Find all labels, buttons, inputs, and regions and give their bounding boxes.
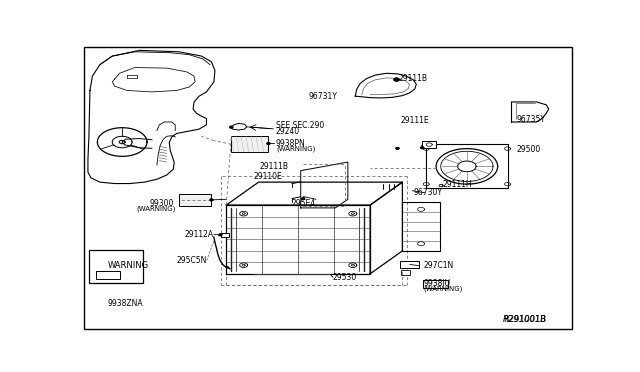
Text: 29112A: 29112A <box>185 230 214 239</box>
Text: 29240: 29240 <box>276 126 300 136</box>
Text: 9938PN: 9938PN <box>276 139 306 148</box>
Text: 297C1N: 297C1N <box>423 261 454 270</box>
Text: 9938ZNA: 9938ZNA <box>108 298 143 308</box>
Polygon shape <box>301 198 305 200</box>
Text: (WARNING): (WARNING) <box>276 146 316 153</box>
Polygon shape <box>210 199 213 201</box>
Polygon shape <box>230 126 233 128</box>
Text: (WARNING): (WARNING) <box>136 205 176 212</box>
Text: (WARNING): (WARNING) <box>423 286 463 292</box>
Text: 96735Y: 96735Y <box>516 115 545 124</box>
Text: 29111B: 29111B <box>259 161 288 171</box>
Text: 96730Y: 96730Y <box>414 188 443 197</box>
Bar <box>221 233 229 237</box>
Text: 29530: 29530 <box>333 273 357 282</box>
Text: 29111H: 29111H <box>442 180 472 189</box>
Text: 29111B: 29111B <box>399 74 428 83</box>
Bar <box>89 250 143 283</box>
Polygon shape <box>396 147 399 149</box>
Polygon shape <box>394 78 399 81</box>
Bar <box>423 279 448 288</box>
Bar <box>96 271 120 279</box>
Text: WARNING: WARNING <box>108 261 148 270</box>
Text: 96731Y: 96731Y <box>308 92 337 101</box>
Polygon shape <box>267 142 270 144</box>
Bar <box>422 141 436 148</box>
Text: 9938IU: 9938IU <box>423 279 451 288</box>
Text: 99300: 99300 <box>150 199 174 208</box>
Bar <box>179 193 211 206</box>
Text: R291001B: R291001B <box>502 315 547 324</box>
Bar <box>401 270 410 275</box>
Text: R291001B: R291001B <box>503 315 547 324</box>
Text: 29110E: 29110E <box>253 172 282 181</box>
Text: SEE SEC.290: SEE SEC.290 <box>276 121 324 130</box>
Bar <box>400 261 419 268</box>
Text: 295C5N: 295C5N <box>176 256 207 265</box>
Polygon shape <box>219 234 222 236</box>
Text: 29500: 29500 <box>516 145 541 154</box>
Text: 295E4: 295E4 <box>292 199 316 208</box>
Text: 29111E: 29111E <box>401 116 429 125</box>
Polygon shape <box>420 147 424 149</box>
Bar <box>231 136 269 152</box>
